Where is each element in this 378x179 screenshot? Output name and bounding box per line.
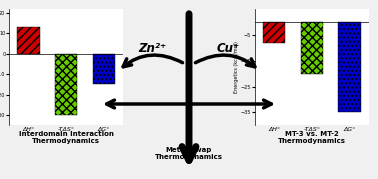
Text: Cu⁺: Cu⁺ (216, 42, 240, 55)
Bar (55, 54, 77, 115)
Y-axis label: Energetics (kcal/mol): Energetics (kcal/mol) (234, 41, 239, 93)
Bar (263, 22, 285, 43)
Bar (338, 22, 361, 112)
Text: Interdomain Interaction
Thermodynamics: Interdomain Interaction Thermodynamics (19, 131, 113, 144)
Text: MT-3 vs. MT-2
Thermodynamics: MT-3 vs. MT-2 Thermodynamics (278, 131, 346, 144)
Text: Metal-Swap
Thermodynamics: Metal-Swap Thermodynamics (155, 147, 223, 160)
Bar (93, 54, 115, 84)
Bar (301, 22, 323, 74)
Text: Zn²⁺: Zn²⁺ (138, 42, 166, 55)
Bar (17, 27, 40, 54)
